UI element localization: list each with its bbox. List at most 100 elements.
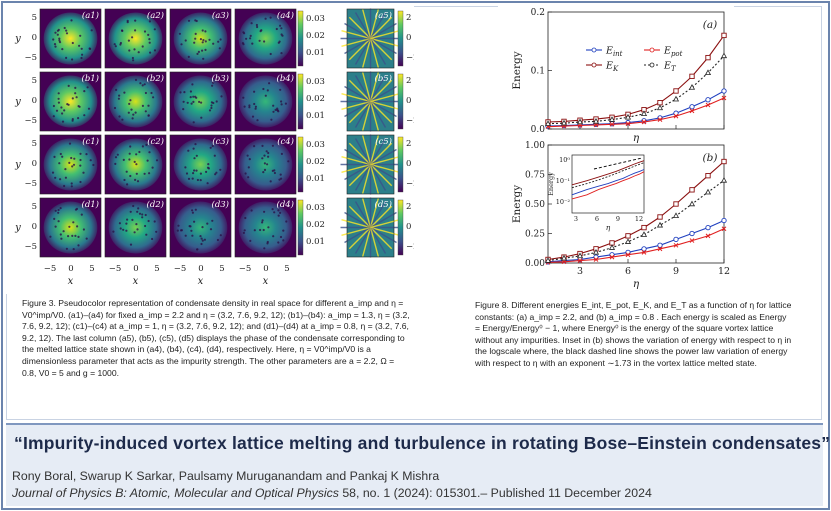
phase-streak — [370, 163, 397, 181]
vortex-core — [249, 34, 252, 37]
vortex-core — [89, 159, 92, 162]
phase-cbar-tick: −2 — [406, 179, 414, 189]
vortex-core — [150, 91, 153, 95]
phase-cbar-tick: 2 — [406, 139, 411, 149]
vortex-core — [143, 30, 147, 33]
x-tick: −5 — [174, 264, 187, 274]
vortex-core — [74, 92, 77, 95]
phase-streak — [341, 219, 371, 229]
x-tick-label: 6 — [625, 266, 631, 277]
panel-label: (b1) — [82, 73, 99, 84]
vortex-core — [57, 101, 61, 104]
y-tick: 0 — [32, 222, 37, 232]
data-point — [640, 110, 648, 116]
data-point — [704, 69, 712, 76]
inset-chart: 10⁰ 10⁻¹ 10⁻² 3 6 9 12 η Energy — [547, 154, 645, 232]
vortex-core — [83, 90, 86, 93]
phase-streak — [369, 72, 379, 102]
vortex-core — [118, 222, 121, 225]
vortex-core — [263, 210, 266, 213]
vortex-core — [219, 168, 222, 171]
vortex-core — [141, 104, 144, 107]
panel-label: (c1) — [82, 136, 99, 147]
x-tick: 5 — [219, 264, 224, 274]
vortex-core — [133, 160, 136, 163]
vortex-core — [272, 110, 275, 113]
vortex-core — [64, 168, 67, 171]
phase-streak — [369, 101, 387, 128]
vortex-core — [262, 87, 265, 91]
vortex-core — [201, 29, 204, 32]
vortex-core — [197, 50, 200, 54]
vortex-core — [184, 234, 187, 237]
density-panel: (c1) — [39, 134, 102, 195]
data-point — [640, 231, 648, 237]
vortex-core — [134, 29, 137, 32]
inset-x-label: η — [606, 223, 611, 232]
phase-streak — [341, 93, 371, 103]
density-panel: (d4) — [234, 197, 297, 258]
phase-streak — [370, 37, 397, 55]
vortex-core — [59, 207, 62, 210]
vortex-core — [54, 176, 57, 179]
vortex-core — [251, 42, 254, 45]
panel-border — [346, 134, 395, 195]
vortex-core — [151, 237, 154, 241]
vortex-core — [118, 94, 121, 97]
vortex-core — [263, 162, 266, 165]
y-tick-label: 0.75 — [525, 171, 545, 181]
vortex-core — [211, 84, 214, 87]
vortex-core — [58, 39, 61, 42]
phase-streak — [362, 101, 372, 131]
phase-streak — [370, 211, 397, 229]
vortex-core — [201, 49, 204, 52]
vortex-core — [254, 107, 257, 110]
figure-8-caption: Figure 8. Different energies E_int, E_po… — [475, 300, 792, 368]
phase-streak — [370, 219, 400, 229]
phase-streak — [369, 9, 379, 39]
panel-label: (a1) — [82, 10, 99, 21]
vortex-core — [57, 97, 60, 100]
phase-streak — [344, 37, 371, 55]
condensate-density — [238, 12, 293, 65]
density-cbar-tick: 0.02 — [306, 220, 325, 230]
vortex-core — [65, 32, 69, 35]
vortex-core — [144, 110, 147, 113]
density-cbar-tick: 0.03 — [306, 77, 325, 87]
inset-y-tick: 10⁰ — [559, 156, 570, 164]
density-panel: (b2) — [104, 71, 167, 132]
vortex-core — [206, 166, 210, 169]
vortex-core — [193, 169, 196, 172]
vortex-core — [131, 117, 134, 120]
phase-streak — [348, 38, 371, 61]
panel-label: (a2) — [147, 10, 164, 21]
vortex-core — [259, 228, 262, 232]
y-tick-label: 0.50 — [525, 200, 545, 210]
vortex-core — [187, 149, 190, 152]
panel-label: (c3) — [212, 136, 229, 147]
vortex-core — [82, 228, 85, 231]
vortex-core — [211, 219, 214, 222]
vortex-core — [244, 172, 247, 175]
vortex-core — [193, 220, 196, 223]
y-axis-label: y — [14, 160, 21, 171]
phase-panel: (b5) — [340, 71, 401, 132]
vortex-core — [215, 171, 218, 174]
vortex-core — [241, 42, 244, 45]
vortex-core — [190, 102, 193, 105]
vortex-core — [128, 152, 131, 155]
vortex-core — [192, 95, 195, 98]
phase-streak — [354, 201, 372, 228]
phase-colorbar — [397, 73, 404, 130]
data-point — [689, 104, 695, 110]
vortex-core — [70, 185, 73, 188]
data-point — [673, 88, 679, 94]
condensate-density — [108, 12, 163, 65]
phase-streak — [362, 9, 372, 39]
vortex-core — [187, 177, 191, 180]
vortex-core — [177, 224, 180, 227]
vortex-core — [192, 121, 195, 124]
legend-subscript: T — [671, 65, 677, 73]
x-tick: −5 — [109, 264, 122, 274]
vortex-core — [276, 109, 279, 112]
